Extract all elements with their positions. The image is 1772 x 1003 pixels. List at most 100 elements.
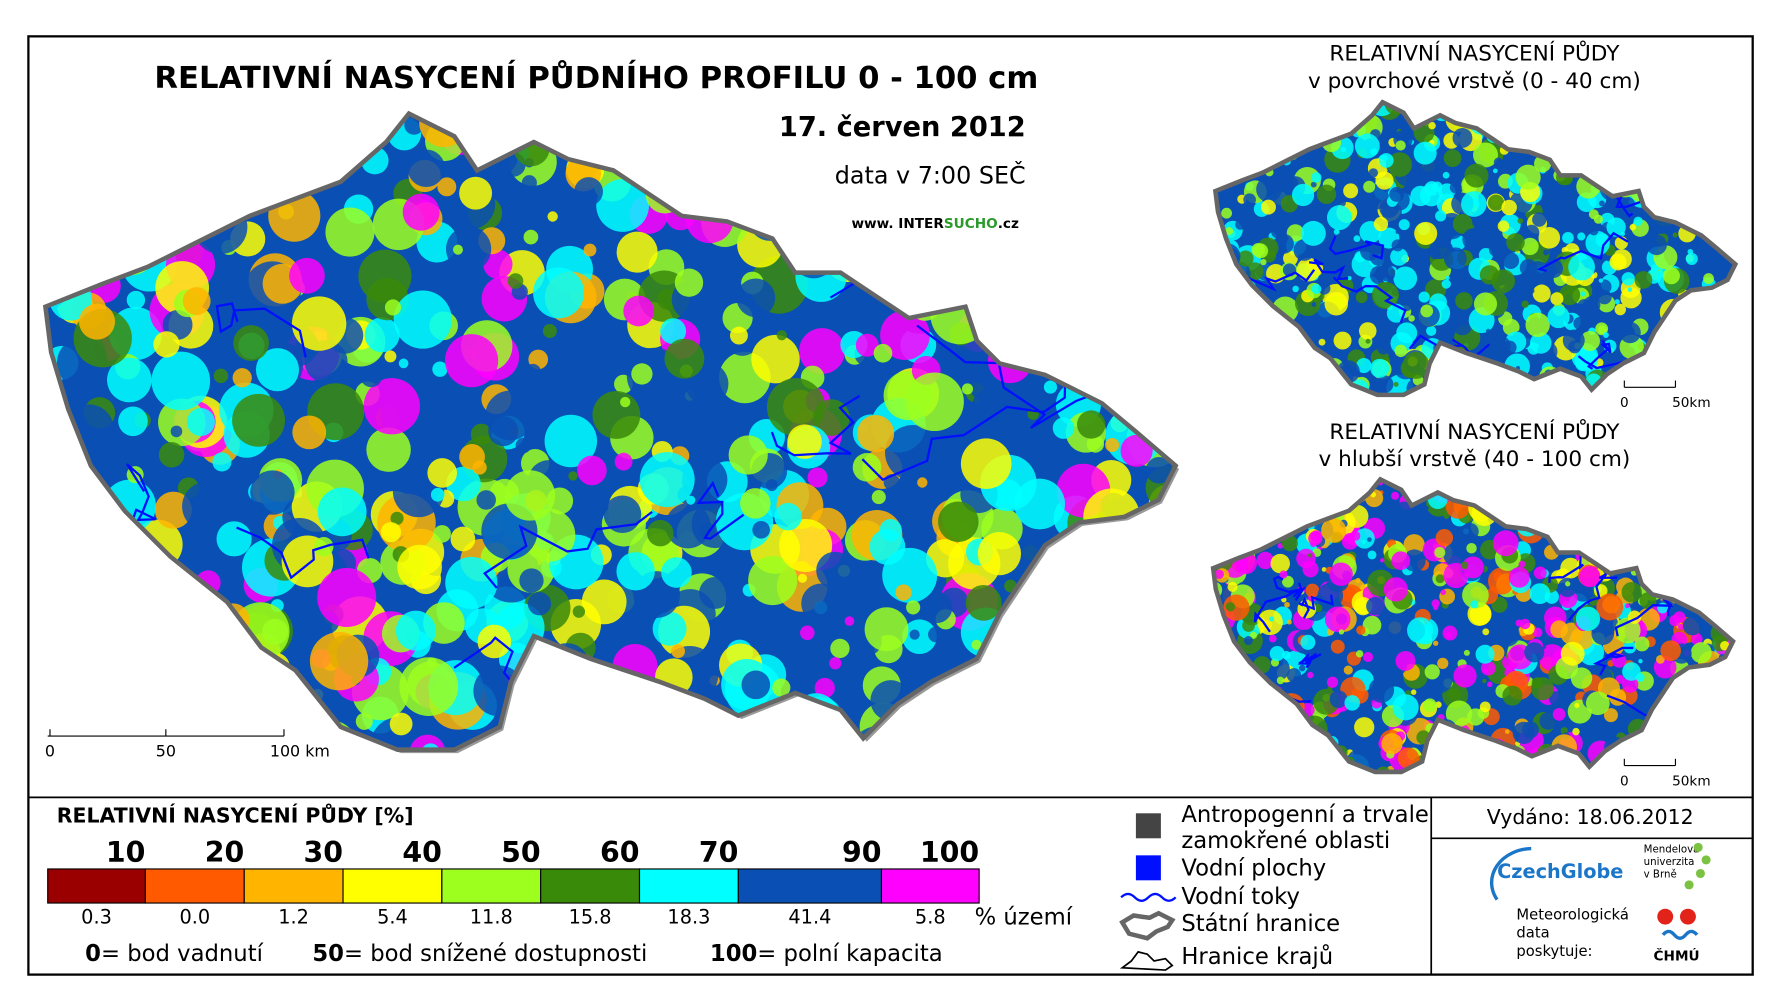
footer: Vydáno: 18.06.2012 CzechGlobe Mendelova …	[1487, 805, 1711, 964]
raster-patch	[483, 249, 513, 279]
raster-patch	[1392, 694, 1419, 721]
provider: poskytuje:	[1516, 943, 1592, 960]
raster-patch	[153, 331, 180, 358]
raster-patch	[1539, 712, 1558, 730]
symbol-region-border	[1119, 950, 1174, 971]
raster-patch	[1506, 233, 1525, 252]
raster-patch	[1538, 227, 1561, 249]
raster-patch	[766, 378, 825, 437]
raster-patch	[437, 177, 457, 197]
raster-patch	[1609, 253, 1627, 271]
raster-patch	[1496, 700, 1509, 713]
raster-patch	[1260, 258, 1267, 266]
raster-patch	[583, 243, 597, 257]
raster-patch	[364, 317, 400, 353]
raster-patch	[427, 458, 458, 488]
river	[916, 324, 1098, 429]
raster-patch	[1452, 315, 1473, 336]
raster-patch	[1633, 216, 1643, 226]
raster-patch	[1591, 622, 1615, 646]
legend-class	[441, 868, 542, 904]
raster-patch	[1424, 664, 1440, 680]
raster-patch	[459, 444, 485, 470]
raster-patch	[1432, 604, 1439, 611]
raster-patch	[1326, 676, 1339, 688]
raster-patch	[289, 257, 325, 294]
issued: Vydáno: 18.06.2012	[1487, 805, 1694, 829]
raster-patch	[1376, 340, 1391, 355]
raster-patch	[363, 378, 421, 435]
raster-patch	[1393, 266, 1418, 291]
raster-patch	[1547, 305, 1570, 329]
raster-patch	[1562, 232, 1574, 244]
raster-patch	[1574, 702, 1580, 709]
raster-patch	[1502, 318, 1520, 336]
legend-share: 18.3	[667, 905, 710, 928]
legend-threshold: 40	[402, 836, 441, 869]
state-border	[42, 110, 1179, 752]
raster-patch	[380, 522, 402, 543]
raster-patch	[1574, 228, 1579, 233]
raster-patch	[470, 423, 493, 445]
raster-patch	[1614, 303, 1627, 316]
raster-patch	[751, 334, 800, 384]
raster-patch	[1380, 558, 1385, 563]
raster-patch	[1532, 284, 1551, 303]
raster-patch	[1445, 700, 1473, 727]
legend-note-key: 50	[312, 941, 344, 967]
river	[770, 394, 861, 457]
raster-patch	[1682, 616, 1702, 636]
raster-patch	[1442, 625, 1458, 641]
raster-patch	[447, 281, 488, 322]
raster-patch	[1620, 287, 1642, 309]
raster-patch	[977, 531, 1022, 576]
scale-label: 50	[156, 741, 176, 760]
logo-chmu	[1679, 908, 1696, 925]
logo-mendelu: univerzita	[1644, 857, 1695, 868]
raster-patch	[107, 357, 152, 403]
raster-patch	[568, 471, 578, 481]
raster-patch	[1286, 619, 1292, 625]
symbol-urban	[1135, 813, 1161, 839]
raster-patch	[1379, 265, 1396, 282]
raster-patch	[1442, 171, 1450, 179]
raster-patch	[432, 361, 448, 377]
raster-patch	[1677, 623, 1685, 631]
raster-patch	[501, 205, 515, 219]
raster-patch	[521, 175, 537, 191]
scale-label: 0	[1620, 395, 1629, 411]
raster-patch	[1690, 633, 1703, 645]
raster-patch	[1350, 531, 1361, 541]
raster-patch	[1307, 671, 1314, 679]
raster-patch	[1431, 599, 1440, 608]
legend-threshold: 70	[699, 836, 738, 869]
raster-patch	[665, 503, 711, 549]
raster-patch	[736, 278, 776, 318]
raster-patch	[801, 583, 842, 624]
raster-patch	[869, 529, 906, 565]
raster-patch	[1434, 547, 1446, 558]
raster-patch	[1214, 569, 1224, 580]
raster-patch	[647, 519, 674, 547]
raster-patch	[1339, 199, 1346, 207]
raster-patch	[1440, 589, 1447, 596]
raster-patch	[158, 442, 185, 468]
raster-patch	[216, 521, 252, 557]
raster-patch	[1497, 220, 1510, 232]
raster-patch	[1333, 228, 1340, 235]
raster-patch	[1627, 287, 1633, 292]
raster-patch	[1439, 162, 1448, 171]
raster-patch	[799, 328, 845, 375]
raster-patch	[1532, 212, 1547, 227]
legend-share: 11.8	[470, 905, 513, 928]
raster-patch	[1473, 142, 1498, 168]
raster-patch	[1321, 517, 1347, 543]
raster-patch	[928, 626, 944, 643]
raster-patch	[774, 502, 802, 531]
raster-patch	[389, 712, 413, 736]
raster-patch	[1577, 232, 1586, 241]
legend-class	[144, 868, 245, 904]
raster-patch	[182, 481, 232, 532]
raster-patch	[1485, 328, 1491, 334]
